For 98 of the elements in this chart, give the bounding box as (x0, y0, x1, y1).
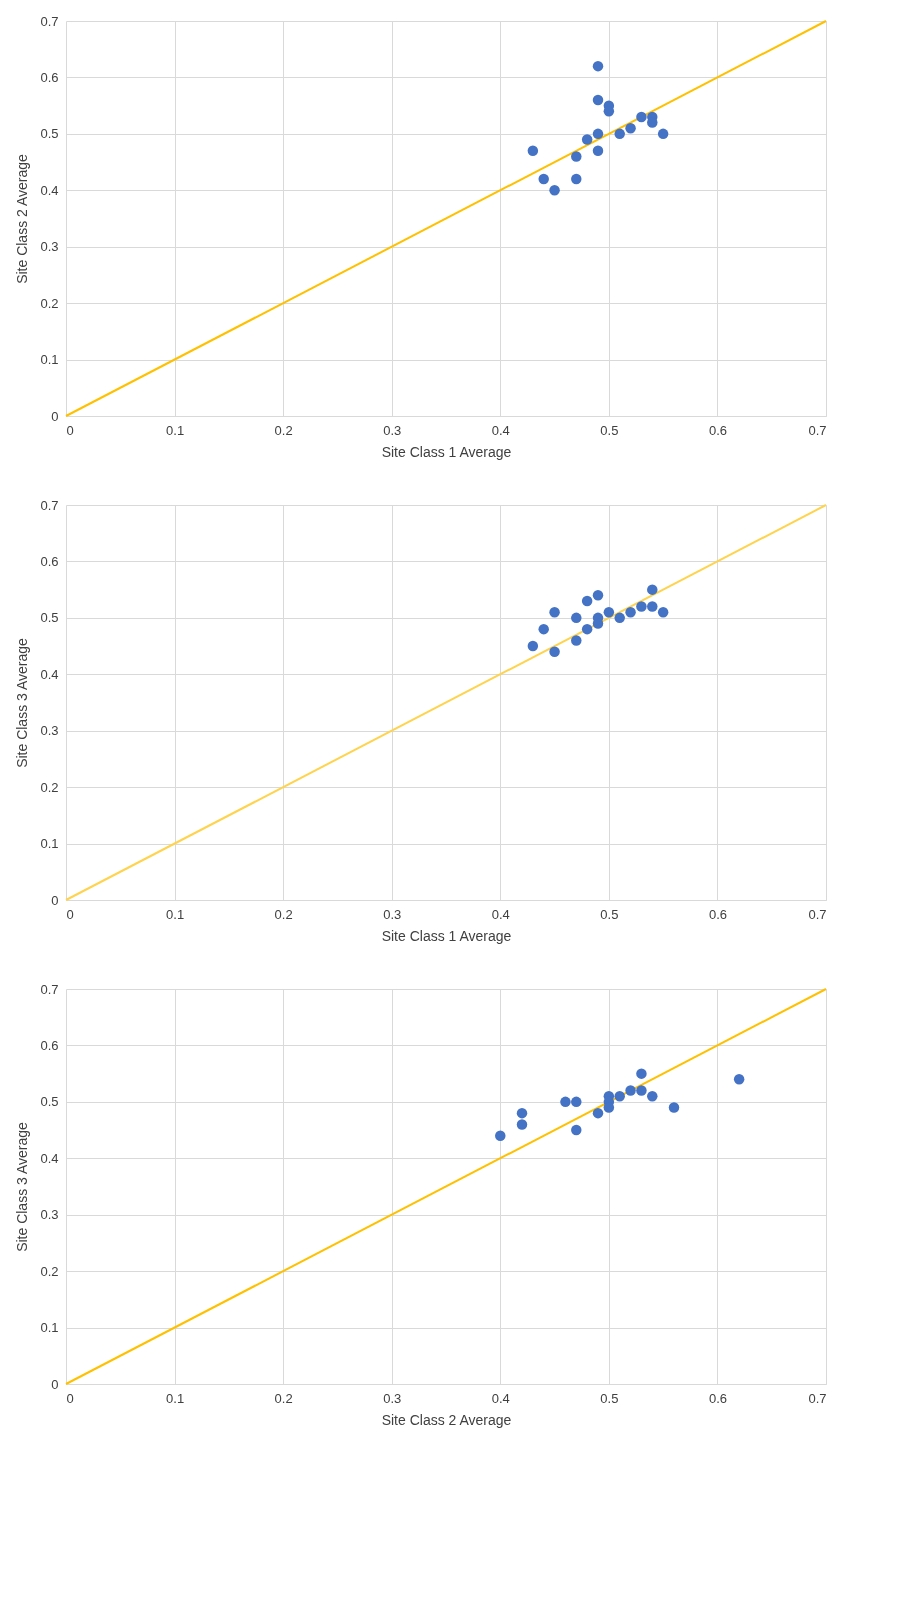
x-tick-label: 0.4 (491, 422, 510, 438)
point (592, 145, 604, 157)
point (560, 1096, 571, 1108)
y-tick-label: 0.6 (40, 1037, 59, 1053)
y-tick-label: 0.1 (40, 1320, 59, 1336)
x-tick-label: 0.1 (166, 422, 185, 438)
x-tick-label: 0.3 (383, 1390, 402, 1406)
x-tick-label: 0.1 (166, 1390, 185, 1406)
point (549, 646, 560, 657)
point (592, 128, 604, 140)
x-tick-label: 0 (66, 422, 74, 438)
y-tick-label: 0.1 (40, 352, 59, 368)
y-tick-label: 0 (51, 1376, 59, 1392)
y-tick-label: 0.4 (40, 1150, 59, 1166)
x-tick-label: 0.4 (491, 1390, 510, 1406)
x-tick-label: 0.3 (383, 906, 402, 922)
point (636, 601, 647, 612)
point (592, 590, 604, 601)
y-tick-label: 0.4 (40, 666, 59, 682)
point (603, 606, 615, 618)
point (571, 635, 582, 646)
y-tick-label: 0.3 (40, 1207, 59, 1223)
y-tick-label: 0.3 (40, 239, 59, 255)
x-axis-title: Site Class 1 Average (381, 927, 512, 944)
y-tick-label: 0.6 (40, 553, 59, 569)
point (657, 606, 669, 618)
point (657, 128, 669, 140)
point (625, 122, 636, 134)
point (614, 128, 625, 140)
point (614, 1090, 625, 1102)
x-tick-label: 0.2 (274, 422, 293, 438)
x-axis-title: Site Class 1 Average (381, 443, 512, 460)
point (571, 151, 582, 162)
x-tick-label: 0.6 (708, 422, 727, 438)
point (636, 1068, 647, 1079)
y-tick-label: 0.7 (40, 497, 59, 513)
x-tick-label: 0.2 (274, 906, 293, 922)
point (581, 623, 593, 635)
x-tick-label: 0.1 (166, 906, 185, 922)
point (625, 606, 636, 618)
point (571, 612, 582, 624)
x-tick-label: 0.7 (808, 422, 827, 438)
point (571, 1124, 582, 1136)
point (516, 1119, 528, 1130)
point (592, 94, 604, 106)
point (733, 1074, 745, 1085)
point (636, 1085, 647, 1096)
point (538, 173, 549, 185)
x-tick-label: 0 (66, 906, 74, 922)
y-tick-label: 0.1 (40, 836, 59, 852)
y-axis-title: Site Class 3 Average (14, 637, 31, 768)
y-tick-label: 0.7 (40, 13, 59, 29)
y-axis-title: Site Class 2 Average (14, 153, 31, 284)
x-tick-label: 0.5 (600, 906, 619, 922)
y-tick-label: 0.5 (40, 610, 59, 626)
y-tick-label: 0 (51, 408, 59, 424)
point (538, 623, 549, 635)
y-tick-label: 0.5 (40, 126, 59, 142)
point (614, 612, 625, 624)
y-tick-label: 0.3 (40, 723, 59, 739)
y-tick-label: 0 (51, 892, 59, 908)
point (636, 111, 647, 123)
point (527, 145, 539, 157)
point (495, 1130, 506, 1141)
x-tick-label: 0.6 (708, 1390, 727, 1406)
point (647, 584, 658, 595)
y-tick-label: 0.4 (40, 182, 59, 198)
x-tick-label: 0.4 (491, 906, 510, 922)
point (592, 1107, 604, 1119)
x-axis-title: Site Class 2 Average (381, 1411, 512, 1428)
y-tick-label: 0.6 (40, 69, 59, 85)
x-tick-label: 0.3 (383, 422, 402, 438)
y-tick-label: 0.5 (40, 1094, 59, 1110)
point (549, 606, 560, 618)
point (516, 1107, 528, 1119)
point (647, 1090, 658, 1102)
point (549, 185, 560, 196)
y-tick-label: 0.2 (40, 779, 59, 795)
x-tick-label: 0.6 (708, 906, 727, 922)
y-tick-label: 0.7 (40, 981, 59, 997)
point (571, 173, 582, 185)
x-tick-label: 0.5 (600, 422, 619, 438)
x-tick-label: 0.7 (808, 906, 827, 922)
point (592, 60, 604, 72)
point (571, 1096, 582, 1108)
x-tick-label: 0.7 (808, 1390, 827, 1406)
point (527, 640, 539, 652)
x-tick-label: 0 (66, 1390, 74, 1406)
x-tick-label: 0.2 (274, 1390, 293, 1406)
point (581, 595, 593, 607)
y-tick-label: 0.2 (40, 1263, 59, 1279)
point (647, 601, 658, 612)
point (668, 1102, 680, 1113)
point (581, 134, 593, 145)
point (625, 1085, 636, 1096)
x-tick-label: 0.5 (600, 1390, 619, 1406)
y-axis-title: Site Class 3 Average (14, 1121, 31, 1252)
y-tick-label: 0.2 (40, 295, 59, 311)
